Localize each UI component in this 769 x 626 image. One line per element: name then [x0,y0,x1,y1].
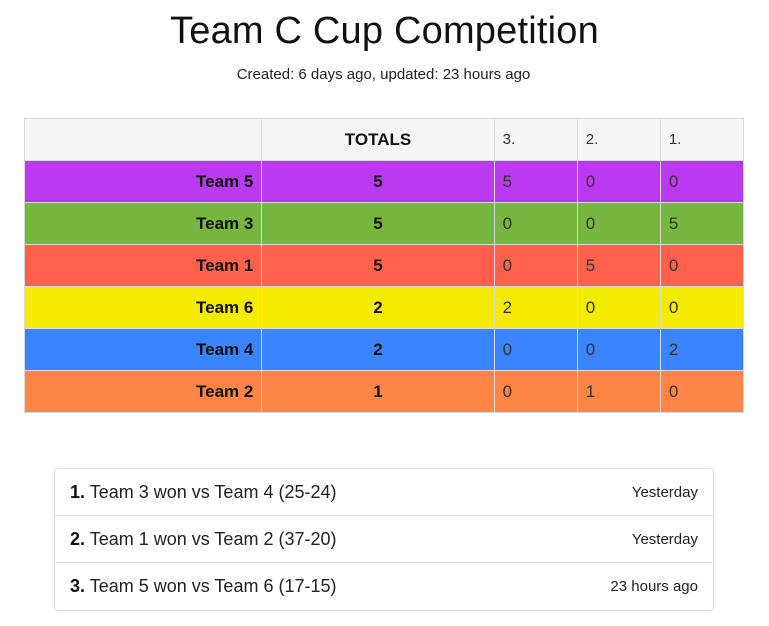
list-item: 2. Team 1 won vs Team 2 (37-20) Yesterda… [55,516,713,563]
result-description: 1. Team 3 won vs Team 4 (25-24) [70,482,336,503]
result-text: Team 3 won vs Team 4 (25-24) [89,481,337,502]
result-text: Team 1 won vs Team 2 (37-20) [89,528,337,549]
round-score: 0 [493,328,578,371]
team-total: 2 [261,328,495,371]
round-score: 0 [493,202,578,245]
match-results-list: 1. Team 3 won vs Team 4 (25-24) Yesterda… [54,468,714,611]
result-number: 2. [70,528,86,549]
team-name: Team 4 [23,328,263,371]
table-row: Team 1 5 0 5 0 [23,244,745,287]
result-text: Team 5 won vs Team 6 (17-15) [89,576,337,596]
header-round-1: 1. [659,118,745,161]
header-team [23,118,263,161]
result-number: 3. [70,576,86,596]
page-subtitle: Created: 6 days ago, updated: 23 hours a… [236,66,531,83]
standings-table: TOTALS 3. 2. 1. Team 5 5 5 0 0 Team 3 5 … [23,118,745,413]
round-score: 0 [493,370,578,413]
round-score: 0 [659,244,745,287]
round-score: 2 [659,328,745,371]
team-name: Team 1 [23,244,263,287]
team-total: 5 [261,160,495,203]
list-item: 1. Team 3 won vs Team 4 (25-24) Yesterda… [55,469,713,516]
list-item: 3. Team 5 won vs Team 6 (17-15) 23 hours… [55,563,713,610]
team-name: Team 2 [23,370,263,413]
round-score: 1 [576,370,661,413]
table-row: Team 2 1 0 1 0 [23,370,745,413]
round-score: 0 [576,202,661,245]
result-time: Yesterday [631,483,698,501]
result-description: 3. Team 5 won vs Team 6 (17-15) [70,576,336,597]
round-score: 0 [659,160,745,203]
round-score: 0 [576,328,661,371]
round-score: 0 [576,160,661,203]
team-total: 5 [261,244,495,287]
round-score: 0 [659,286,745,329]
header-round-3: 3. [493,118,578,161]
round-score: 0 [493,244,578,287]
result-time: 23 hours ago [610,578,698,595]
round-score: 0 [659,370,745,413]
team-total: 1 [261,370,495,413]
table-row: Team 5 5 5 0 0 [23,160,745,203]
team-total: 2 [261,286,495,329]
standings-header-row: TOTALS 3. 2. 1. [23,118,745,161]
team-name: Team 3 [23,202,263,245]
round-score: 2 [493,286,578,329]
header-round-2: 2. [576,118,661,161]
round-score: 5 [659,202,745,245]
team-name: Team 6 [23,286,263,329]
header-totals: TOTALS [261,118,495,161]
table-row: Team 4 2 0 0 2 [23,328,745,371]
round-score: 5 [576,244,661,287]
round-score: 0 [576,286,661,329]
table-row: Team 6 2 2 0 0 [23,286,745,329]
team-name: Team 5 [23,160,263,203]
page-title: Team C Cup Competition [170,10,599,52]
round-score: 5 [493,160,578,203]
result-number: 1. [70,481,86,502]
table-row: Team 3 5 0 0 5 [23,202,745,245]
team-total: 5 [261,202,495,245]
result-time: Yesterday [631,530,698,548]
result-description: 2. Team 1 won vs Team 2 (37-20) [70,529,336,550]
